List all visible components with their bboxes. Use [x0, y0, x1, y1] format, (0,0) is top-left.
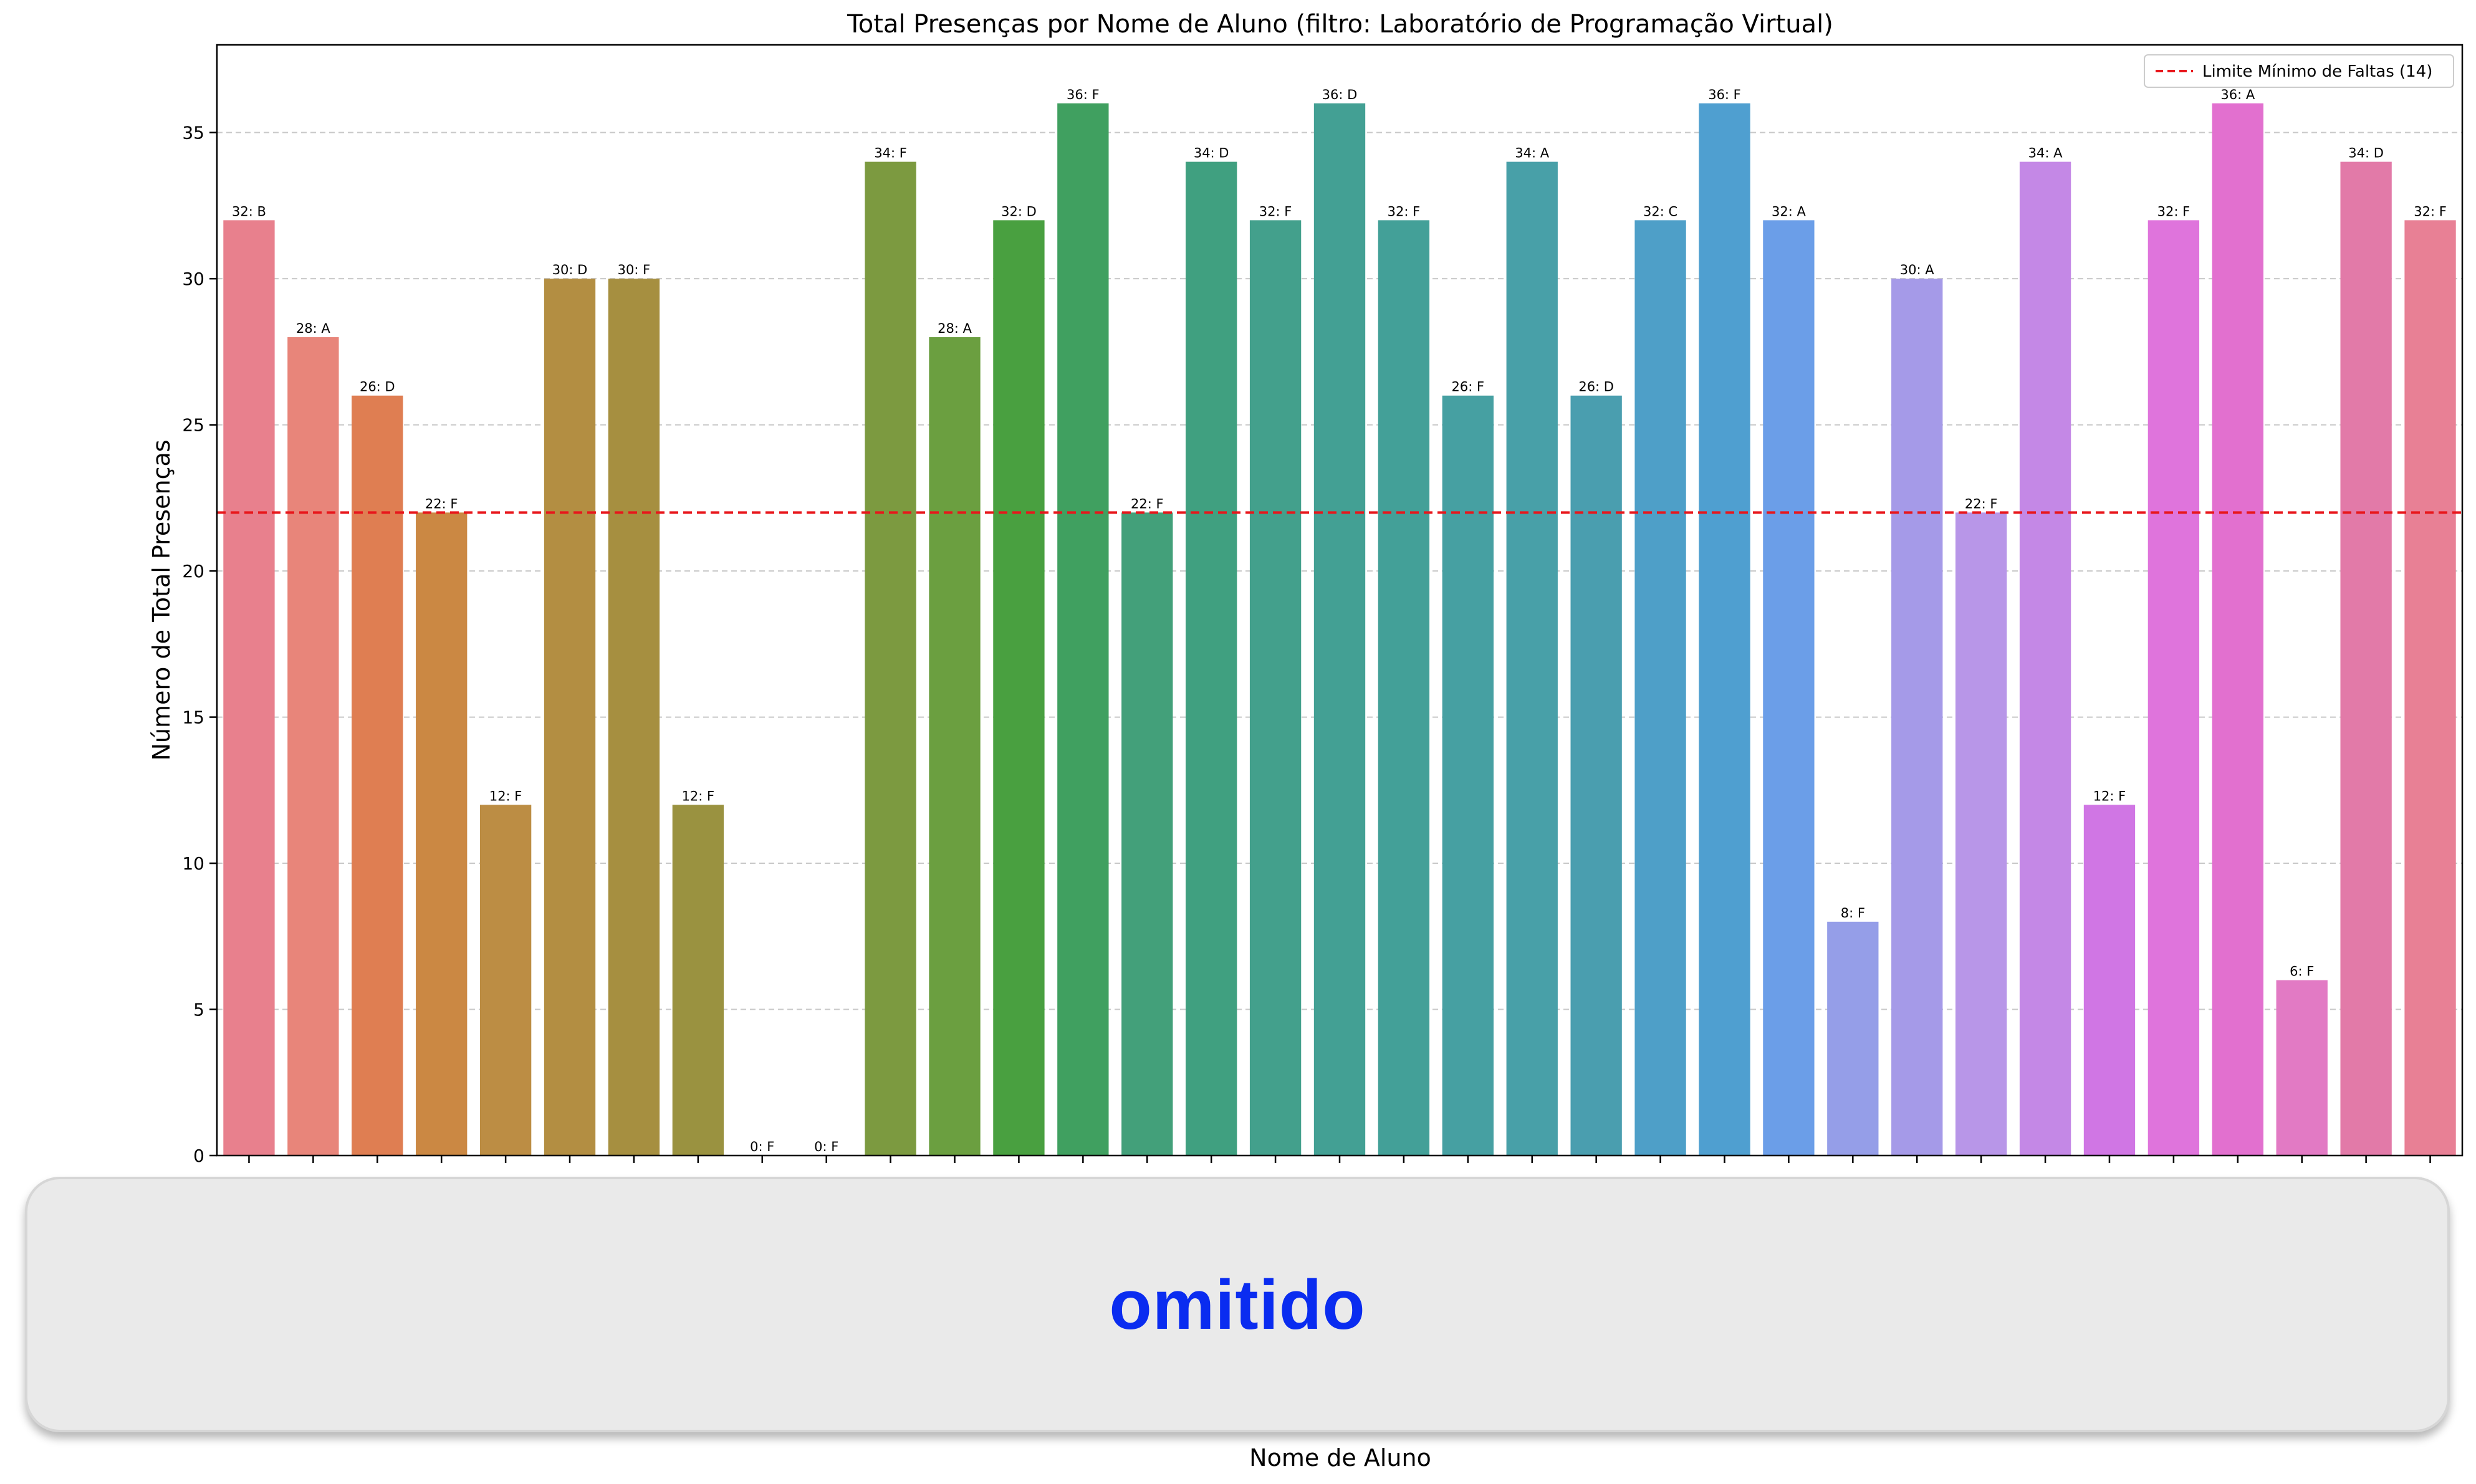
bar [223, 220, 275, 1156]
bar-data-label: 22: F [1965, 496, 1998, 511]
bar-data-label: 32: A [1772, 204, 1806, 219]
bar-data-label: 32: F [1388, 204, 1421, 219]
bar-data-label: 32: B [232, 204, 266, 219]
bar [1634, 220, 1686, 1156]
bar [1378, 220, 1430, 1156]
bar [1763, 220, 1815, 1156]
legend-box [2144, 54, 2454, 88]
bar-data-label: 0: F [750, 1139, 774, 1154]
bar [544, 279, 596, 1156]
bar [2083, 805, 2136, 1156]
y-axis: 0 5 10 15 20 25 30 35 [182, 123, 2431, 1166]
y-tick-label: 15 [182, 707, 204, 728]
bar [608, 279, 660, 1156]
bar-data-label: 34: D [1194, 146, 1229, 161]
y-tick-label: 30 [182, 269, 204, 289]
bar-data-label: 26: F [1452, 380, 1485, 395]
bar-data-label: 32: F [2414, 204, 2447, 219]
bar-data-label: 8: F [1841, 906, 1865, 921]
bar-data-label: 28: A [296, 321, 330, 336]
y-tick-label: 5 [193, 1000, 204, 1020]
bar-data-label: 34: A [2028, 146, 2063, 161]
bar [1699, 103, 1750, 1156]
bar-data-label: 12: F [682, 788, 715, 803]
x-axis-label: Nome de Aluno [1249, 1444, 1431, 1472]
bar [2019, 161, 2071, 1156]
bar-data-label: 30: F [618, 262, 651, 277]
y-axis-label: Número de Total Presenças [148, 439, 175, 760]
omitted-overlay: omitido [25, 1177, 2450, 1432]
bar [1186, 161, 1237, 1156]
bar [1955, 512, 2007, 1156]
omitted-label: omitido [1109, 1265, 1366, 1344]
bars [223, 103, 2456, 1156]
bar [2147, 220, 2200, 1156]
bar-data-label: 36: D [1322, 87, 1358, 102]
bar [479, 805, 532, 1156]
bar-data-label: 36: A [2220, 87, 2255, 102]
bar-data-label: 0: F [814, 1139, 838, 1154]
bar-data-label: 34: A [1515, 146, 1549, 161]
y-tick-label: 0 [193, 1146, 204, 1166]
bar-data-label: 32: F [2157, 204, 2190, 219]
data-labels: 32: B 28: A 26: D 22: F 12: F 30: D 30: F 12: F… [232, 87, 2447, 1154]
bar-data-label: 22: F [425, 496, 458, 511]
bar [1313, 103, 1366, 1156]
bar [672, 805, 724, 1156]
bar [287, 337, 339, 1156]
bar [2276, 980, 2328, 1156]
y-tick-label: 20 [182, 561, 204, 582]
bar-data-label: 36: F [1708, 87, 1741, 102]
bar-data-label: 32: F [1259, 204, 1292, 219]
bar-data-label: 34: F [874, 146, 907, 161]
legend: Limite Mínimo de Faltas (14) [2144, 54, 2454, 88]
y-tick-label: 35 [182, 123, 204, 143]
bar-data-label: 22: F [1131, 496, 1164, 511]
bar-data-label: 32: D [1001, 204, 1037, 219]
bar [1827, 921, 1879, 1156]
bar [352, 395, 403, 1156]
bar-data-label: 12: F [2093, 788, 2126, 803]
bar-data-label: 12: F [489, 788, 522, 803]
bar-data-label: 34: D [2348, 146, 2384, 161]
y-tick-label: 10 [182, 853, 204, 874]
bar [1442, 395, 1494, 1156]
bar [416, 512, 468, 1156]
bar-data-label: 30: D [552, 262, 588, 277]
legend-threshold-label: Limite Mínimo de Faltas (14) [2202, 62, 2432, 81]
bar [865, 161, 916, 1156]
bar [1249, 220, 1302, 1156]
bar-data-label: 6: F [2290, 964, 2314, 979]
bar [2340, 161, 2392, 1156]
bar [1891, 279, 1943, 1156]
y-tick-label: 25 [182, 415, 204, 436]
bar [929, 337, 981, 1156]
bar-data-label: 36: F [1067, 87, 1100, 102]
bar-data-label: 32: C [1643, 204, 1677, 219]
bar [1057, 103, 1109, 1156]
chart-title: Total Presenças por Nome de Aluno (filtr… [847, 10, 1833, 39]
bar-data-label: 28: A [938, 321, 972, 336]
bar [2404, 220, 2456, 1156]
bar [1506, 161, 1558, 1156]
bar [2212, 103, 2263, 1156]
bar-data-label: 30: A [1900, 262, 1934, 277]
bar [1570, 395, 1622, 1156]
bar-data-label: 26: D [360, 380, 395, 395]
bar [1121, 512, 1173, 1156]
bar [993, 220, 1045, 1156]
bar-data-label: 26: D [1578, 380, 1614, 395]
